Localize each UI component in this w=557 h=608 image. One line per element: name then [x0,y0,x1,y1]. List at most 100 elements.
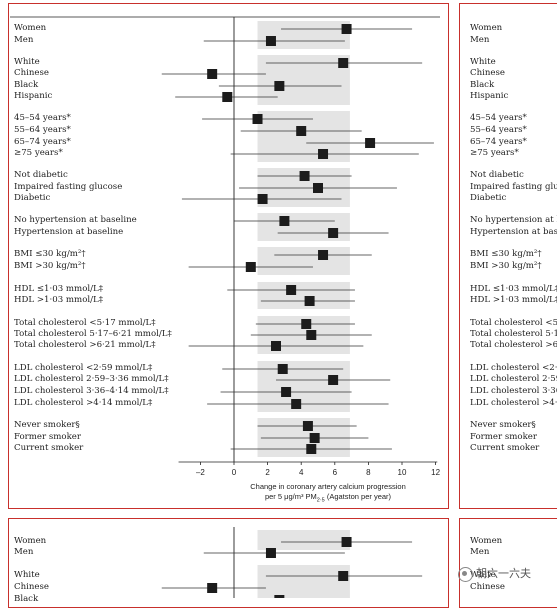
point-estimate [338,58,349,68]
x-axis-title-unit: (Agatston per year) [326,492,392,502]
row-label: Total cholesterol <5·17 mmol/L‡ [14,318,156,328]
point-estimate [306,444,317,454]
point-estimate [274,595,285,598]
point-estimate [279,216,290,226]
row-label: BMI >30 kg/m²† [14,261,86,271]
row-label: Never smoker§ [14,420,80,430]
row-label: BMI ≤30 kg/m²† [14,249,86,259]
point-estimate [286,285,297,295]
row-label: White [470,57,496,67]
point-estimate [222,92,233,102]
row-label: White [14,57,40,67]
row-label: Diabetic [14,193,51,203]
x-axis-title-line2: per 5 μg/m³ PM [264,492,317,502]
confidence-band [257,361,350,412]
point-estimate [291,399,302,409]
row-label: Never smoker§ [470,420,536,430]
row-label: Men [470,35,490,45]
row-label: Black [470,80,495,90]
x-tick-label: 10 [398,468,407,477]
x-axis-title-subscript: 2·5 [316,497,325,504]
row-label: Women [14,23,47,33]
row-label: HDL ≤1·03 mmol/L‡ [14,284,104,294]
point-estimate [313,183,323,193]
point-estimate [265,548,276,558]
point-estimate [328,228,339,238]
row-label: Not diabetic [14,170,68,180]
row-label: Hypertension at baseline [470,227,557,237]
row-label: LDL cholesterol <2·59 m [470,363,557,373]
forest-plot-panel-right-clipped [459,3,557,509]
point-estimate [365,138,376,148]
point-estimate [318,250,329,260]
row-label: 65–74 years* [14,137,71,147]
row-label: Hispanic [470,91,509,101]
x-tick-label: 4 [299,468,304,477]
row-label: LDL cholesterol <2·59 mmol/L‡ [14,363,153,373]
x-tick-label: 8 [366,468,371,477]
wechat-icon [458,566,473,582]
point-estimate [252,114,263,124]
row-label: White [470,570,496,580]
row-label: LDL cholesterol 3·36–4·1 [470,386,557,396]
forest-plot-panel-bottom-right [459,518,557,608]
row-label: Former smoker [14,432,81,442]
watermark: 朝六一六夫 [458,565,531,582]
row-label: Hispanic [14,91,53,101]
x-axis-title-line1: Change in coronary artery calcium progre… [250,482,406,491]
row-label: Chinese [470,582,505,592]
confidence-band [257,55,350,105]
confidence-band [257,565,350,598]
row-label: Current smoker [470,443,540,453]
row-label: LDL cholesterol >4·14 m [470,398,557,408]
row-label: 45–54 years* [14,113,71,123]
confidence-band [257,530,350,550]
row-label: BMI >30 kg/m²† [470,261,542,271]
x-tick-label: –2 [196,468,205,477]
point-estimate [257,194,268,204]
point-estimate [207,583,218,593]
row-label: Total cholesterol 5·17–6·21 mmol/L‡ [14,329,172,339]
row-label: Chinese [14,582,49,592]
point-estimate [302,421,313,431]
row-label: No hypertension at basel [470,215,557,225]
row-label: Chinese [14,68,49,78]
point-estimate [245,262,256,272]
row-label: Total cholesterol >6·21 mmol/L‡ [14,340,156,350]
point-estimate [341,24,352,34]
point-estimate [296,126,307,136]
point-estimate [309,433,320,443]
row-label: Chinese [470,68,505,78]
point-estimate [338,571,349,581]
row-label: Black [14,80,39,90]
row-label: ≥75 years* [14,148,63,158]
point-estimate [299,171,310,181]
confidence-band [257,111,350,162]
row-label: 45–54 years* [470,113,527,123]
point-estimate [265,36,276,46]
forest-plot-panel-bottom [8,518,449,608]
row-label: LDL cholesterol 3·36–4·14 mmol/L‡ [14,386,169,396]
row-label: 55–64 years* [470,125,527,135]
x-tick-label: 12 [431,468,440,477]
x-tick-label: 2 [265,468,270,477]
point-estimate [318,149,329,159]
row-label: Men [14,35,34,45]
row-label: Current smoker [14,443,84,453]
row-label: LDL cholesterol 2·59–3·3 [470,374,557,384]
row-label: Total cholesterol <5·17 [470,318,557,328]
row-label: 55–64 years* [14,125,71,135]
confidence-band [257,247,350,275]
row-label: Diabetic [470,193,507,203]
row-label: LDL cholesterol >4·14 mmol/L‡ [14,398,153,408]
point-estimate [306,330,317,340]
point-estimate [271,341,281,351]
point-estimate [304,296,315,306]
row-label: BMI ≤30 kg/m²† [470,249,542,259]
row-label: HDL ≤1·03 mmol/L‡ [470,284,557,294]
point-estimate [281,387,292,397]
forest-plot-panel [8,3,449,509]
row-label: ≥75 years* [470,148,519,158]
row-label: Former smoker [470,432,537,442]
